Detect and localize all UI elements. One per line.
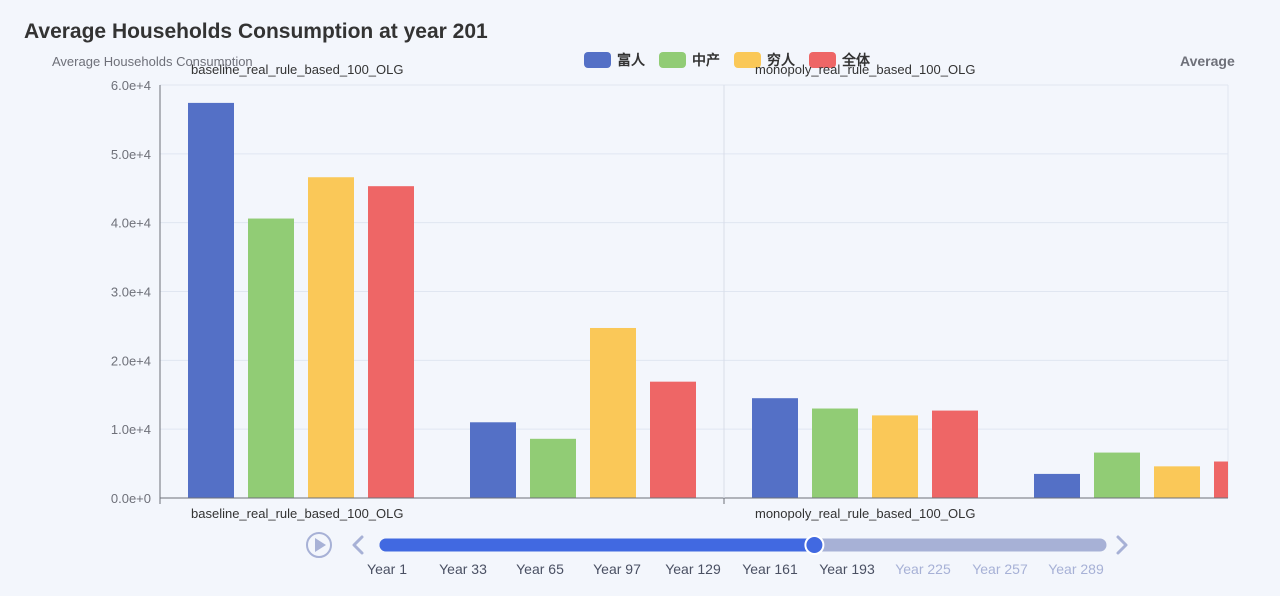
bar-中产[interactable] [248, 218, 294, 498]
y-tick-label: 1.0e+4 [111, 422, 151, 437]
bar-全体[interactable] [368, 186, 414, 498]
legend-label: 穷人 [767, 52, 795, 68]
y-tick-label: 4.0e+4 [111, 216, 151, 231]
legend-item[interactable]: 中产 [659, 50, 720, 70]
play-icon [315, 538, 326, 552]
y-tick-label: 3.0e+4 [111, 285, 151, 300]
legend-item[interactable]: 全体 [809, 50, 870, 70]
y-axis: 0.0e+0 1.0e+4 2.0e+4 3.0e+4 4.0e+4 5.0e+4 6.0e… [52, 53, 1235, 506]
legend-item[interactable]: 穷人 [734, 50, 795, 70]
bar-穷人[interactable] [1154, 466, 1200, 498]
timeline-label[interactable]: Year 1 [367, 561, 407, 577]
y-tick-label: 2.0e+4 [111, 353, 151, 368]
timeline-label[interactable]: Year 33 [439, 561, 487, 577]
timeline-label[interactable]: Year 193 [819, 561, 875, 577]
play-button[interactable] [306, 532, 332, 558]
bar-穷人[interactable] [308, 177, 354, 498]
timeline-label[interactable]: Year 97 [593, 561, 641, 577]
legend-swatch [734, 52, 761, 68]
legend-label: 中产 [692, 52, 720, 68]
bar-穷人[interactable] [590, 327, 636, 498]
timeline-label[interactable]: Year 257 [972, 561, 1028, 577]
legend-label: 全体 [842, 52, 870, 68]
timeline-handle[interactable] [804, 535, 825, 555]
bar-富人[interactable] [752, 398, 798, 498]
timeline-label[interactable]: Year 289 [1048, 561, 1104, 577]
y-tick-label: 0.0e+0 [111, 491, 151, 506]
chart-title: Average Households Consumption at year 2… [24, 20, 488, 43]
panel-title: baseline_real_rule_based_100_OLG [191, 62, 404, 77]
timeline-label[interactable]: Year 225 [895, 561, 951, 577]
next-arrow-icon[interactable] [1116, 535, 1128, 555]
bar-富人[interactable] [1034, 473, 1080, 498]
legend: 富人 中产 穷人 全体 [584, 50, 870, 70]
y-tick-label: 5.0e+4 [111, 147, 151, 162]
legend-swatch [809, 52, 836, 68]
y-tick-label: 6.0e+4 [111, 78, 151, 93]
bar-全体[interactable] [650, 381, 696, 498]
bar-中产[interactable] [1094, 452, 1140, 498]
legend-swatch [584, 52, 611, 68]
y-axis-label: Average Households Consumption [52, 54, 253, 69]
bar-富人[interactable] [188, 102, 234, 498]
legend-item[interactable]: 富人 [584, 50, 645, 70]
panel-x-label: monopoly_real_rule_based_100_OLG [755, 506, 975, 521]
bar-中产[interactable] [530, 438, 576, 498]
right-panel-partial-label: Average [1180, 53, 1235, 69]
bar-中产[interactable] [812, 408, 858, 498]
timeline-label[interactable]: Year 161 [742, 561, 798, 577]
panel-x-label: baseline_real_rule_based_100_OLG [191, 506, 404, 521]
panel-title: monopoly_real_rule_based_100_OLG [755, 62, 975, 77]
timeline-label[interactable]: Year 129 [665, 561, 721, 577]
timeline-label[interactable]: Year 65 [516, 561, 564, 577]
bar-富人[interactable] [470, 422, 516, 498]
prev-arrow-icon[interactable] [352, 535, 364, 555]
x-axis: baseline_real_rule_based_100_OLG baseline… [159, 62, 1228, 521]
bar-全体[interactable] [932, 410, 978, 498]
bar-全体[interactable] [1214, 461, 1228, 498]
bars [188, 102, 1228, 498]
bar-穷人[interactable] [872, 415, 918, 498]
legend-label: 富人 [617, 52, 645, 68]
legend-swatch [659, 52, 686, 68]
timeline: Year 1 Year 33 Year 65 Year 97 Year 129 Year … [306, 532, 1128, 577]
